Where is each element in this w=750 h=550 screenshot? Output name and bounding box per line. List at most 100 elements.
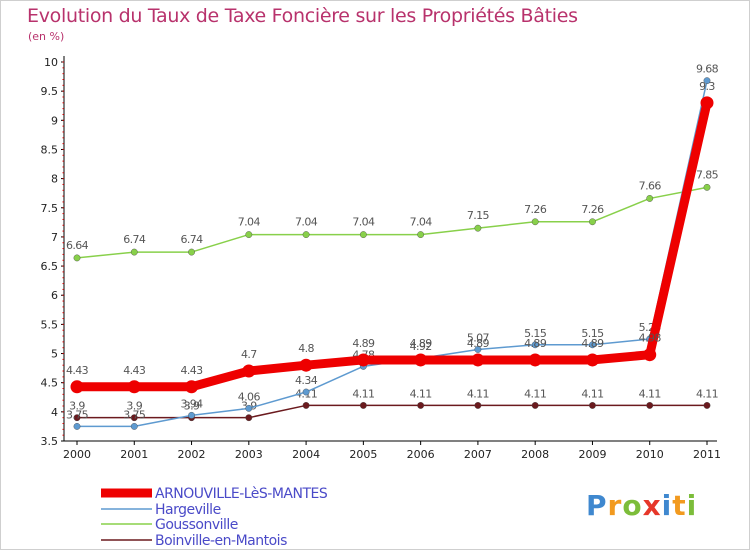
- data-label: 6.74: [123, 233, 146, 246]
- data-label: 7.66: [639, 179, 662, 192]
- data-point: [703, 77, 711, 85]
- x-tick-label: 2010: [636, 448, 664, 461]
- data-label: 4.11: [696, 387, 718, 400]
- data-point: [589, 218, 596, 226]
- data-label: 4.98: [639, 332, 662, 345]
- y-tick-label: 9: [51, 114, 58, 127]
- data-label: 3.9: [184, 400, 200, 413]
- data-point: [646, 402, 654, 409]
- y-tick-label: 4: [51, 406, 58, 419]
- x-tick-label: 2003: [235, 448, 263, 461]
- data-label: 7.04: [352, 216, 375, 229]
- x-tick-label: 2008: [521, 448, 549, 461]
- legend-item: Goussonville: [101, 517, 238, 533]
- data-point: [245, 414, 253, 422]
- data-label: 7.04: [410, 216, 433, 229]
- data-point: [70, 380, 84, 394]
- data-label: 3.75: [123, 408, 146, 421]
- data-point: [700, 96, 714, 110]
- logo-letter: t: [672, 489, 687, 522]
- data-label: 4.92: [410, 340, 432, 353]
- data-label: 3.94: [180, 397, 203, 410]
- data-label: 4.7: [241, 348, 257, 361]
- data-label: 4.11: [467, 387, 489, 400]
- data-label: 4.43: [123, 364, 146, 377]
- data-label: 7.15: [467, 209, 490, 222]
- series-boinville-en-mantois: 3.93.93.93.94.114.114.114.114.114.114.11…: [69, 387, 719, 422]
- chart-unit-label: (en %): [28, 30, 65, 43]
- legend-item: ARNOUVILLE-LèS-MANTES: [101, 486, 328, 502]
- data-label: 4.43: [66, 364, 89, 377]
- series-hargeville: 3.753.753.944.064.344.784.925.075.155.15…: [66, 63, 719, 430]
- data-label: 7.26: [581, 203, 604, 216]
- data-point: [531, 341, 539, 349]
- series-arnouville-l-s-mantes: 4.43 4.43 4.434.7 4.8 4.89 4.89 4.89 4.89 4.89 4.…: [66, 80, 716, 394]
- data-label: 9.68: [696, 63, 719, 76]
- x-tick-label: 2007: [464, 448, 492, 461]
- data-point: [528, 353, 542, 367]
- data-point: [643, 348, 657, 362]
- data-label: 6.74: [180, 233, 203, 246]
- data-point: [646, 195, 654, 202]
- data-label: 4.11: [410, 387, 432, 400]
- data-point: [474, 402, 482, 409]
- data-label: 4.34: [295, 374, 318, 387]
- y-tick-label: 8.5: [41, 143, 59, 156]
- legend-label: Goussonville: [155, 517, 238, 533]
- legend-label: ARNOUVILLE-LèS-MANTES: [155, 486, 328, 502]
- data-label: 7.26: [524, 203, 547, 216]
- x-tick-label: 2001: [120, 448, 148, 461]
- data-point: [302, 231, 310, 238]
- logo-letter: o: [622, 489, 643, 522]
- data-point: [417, 402, 425, 409]
- data-label: 7.04: [295, 216, 318, 229]
- data-label: 4.11: [352, 387, 374, 400]
- data-point: [359, 402, 367, 409]
- data-point: [242, 364, 256, 378]
- y-tick-label: 9.5: [41, 85, 59, 98]
- data-point: [703, 402, 711, 409]
- data-label: 4.06: [238, 390, 261, 403]
- data-point: [302, 388, 310, 396]
- data-label: 4.89: [581, 337, 604, 350]
- data-label: 4.43: [180, 364, 203, 377]
- x-tick-label: 2009: [578, 448, 606, 461]
- data-point: [245, 231, 253, 238]
- logo-letter: r: [607, 489, 623, 522]
- legend-label: Hargeville: [155, 502, 221, 518]
- data-point: [245, 404, 253, 412]
- data-label: 6.64: [66, 239, 89, 252]
- data-label: 7.85: [696, 168, 719, 181]
- x-tick-label: 2005: [349, 448, 377, 461]
- series-line: [77, 101, 712, 392]
- data-label: 4.89: [352, 337, 375, 350]
- data-label: 4.11: [639, 387, 661, 400]
- data-point: [73, 423, 81, 430]
- y-tick-label: 7.5: [41, 202, 59, 215]
- x-tick-label: 2002: [178, 448, 206, 461]
- data-label: 5.15: [581, 327, 604, 340]
- data-point: [130, 423, 138, 430]
- y-tick-label: 3.5: [41, 435, 59, 448]
- data-point: [356, 353, 370, 367]
- data-point: [474, 346, 482, 353]
- y-tick-label: 6: [51, 289, 58, 302]
- logo-letter: i: [686, 489, 698, 522]
- data-point: [188, 411, 195, 419]
- data-point: [471, 353, 485, 367]
- data-point: [474, 224, 482, 232]
- data-point: [417, 231, 425, 238]
- logo-letter: x: [642, 489, 662, 522]
- y-tick-label: 7: [51, 231, 58, 244]
- logo-letter: P: [586, 489, 608, 522]
- data-label: 3.75: [66, 408, 89, 421]
- data-label: 5.15: [524, 327, 547, 340]
- y-tick-label: 8: [51, 173, 58, 186]
- data-point: [531, 218, 539, 226]
- data-point: [188, 248, 195, 256]
- x-tick-label: 2011: [693, 448, 721, 461]
- data-point: [703, 183, 711, 191]
- chart-title: Evolution du Taux de Taxe Foncière sur l…: [27, 5, 578, 27]
- data-point: [73, 414, 81, 422]
